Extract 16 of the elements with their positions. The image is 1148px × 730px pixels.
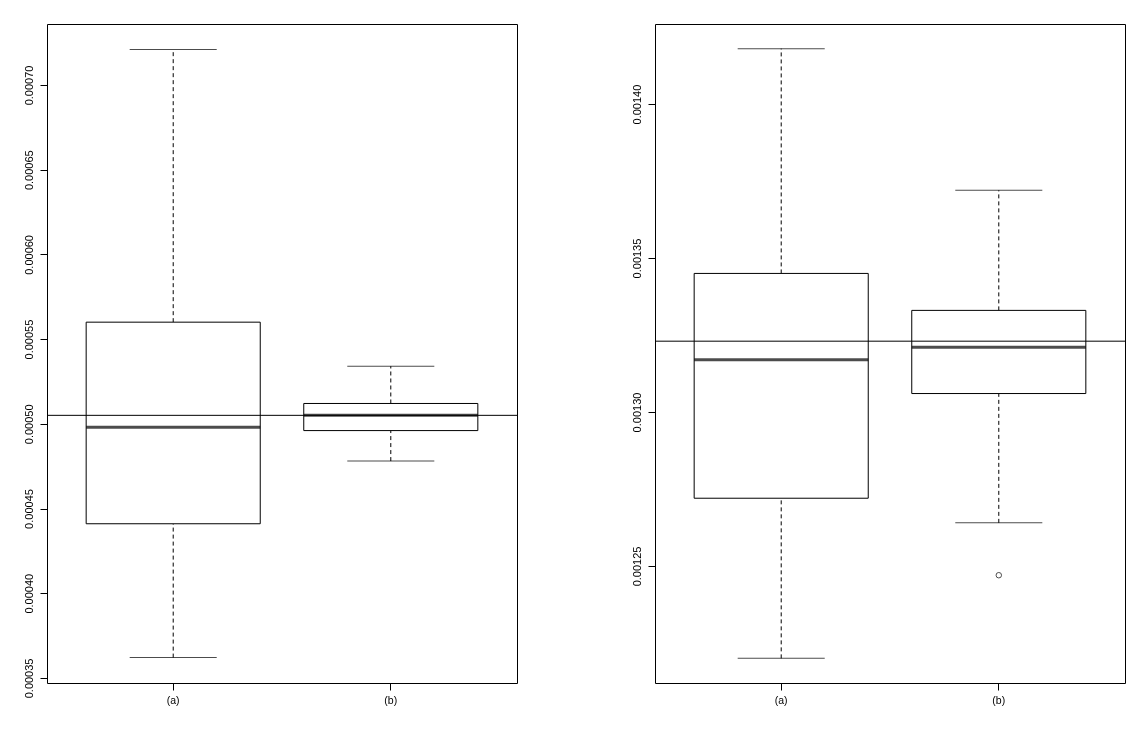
x-tick-label: (a) [774,693,788,706]
y-tick-label: 0.00070 [22,65,35,106]
y-tick-label: 0.00035 [22,658,35,699]
y-tick-label: 0.00125 [630,546,643,587]
y-tick-label: 0.00045 [22,489,35,529]
x-tick-label: (b) [992,693,1006,706]
x-tick-label: (b) [384,693,398,706]
y-tick-label: 0.00055 [22,319,35,360]
x-tick-label: (a) [166,693,180,706]
y-tick-label: 0.00065 [22,150,35,191]
y-tick-label: 0.00040 [22,573,35,614]
y-tick-label: 0.00130 [630,392,643,433]
y-tick-label: 0.00140 [630,84,643,125]
y-tick-label: 0.00060 [22,235,35,275]
y-tick-label: 0.00050 [22,404,35,445]
y-tick-label: 0.00135 [630,238,643,279]
